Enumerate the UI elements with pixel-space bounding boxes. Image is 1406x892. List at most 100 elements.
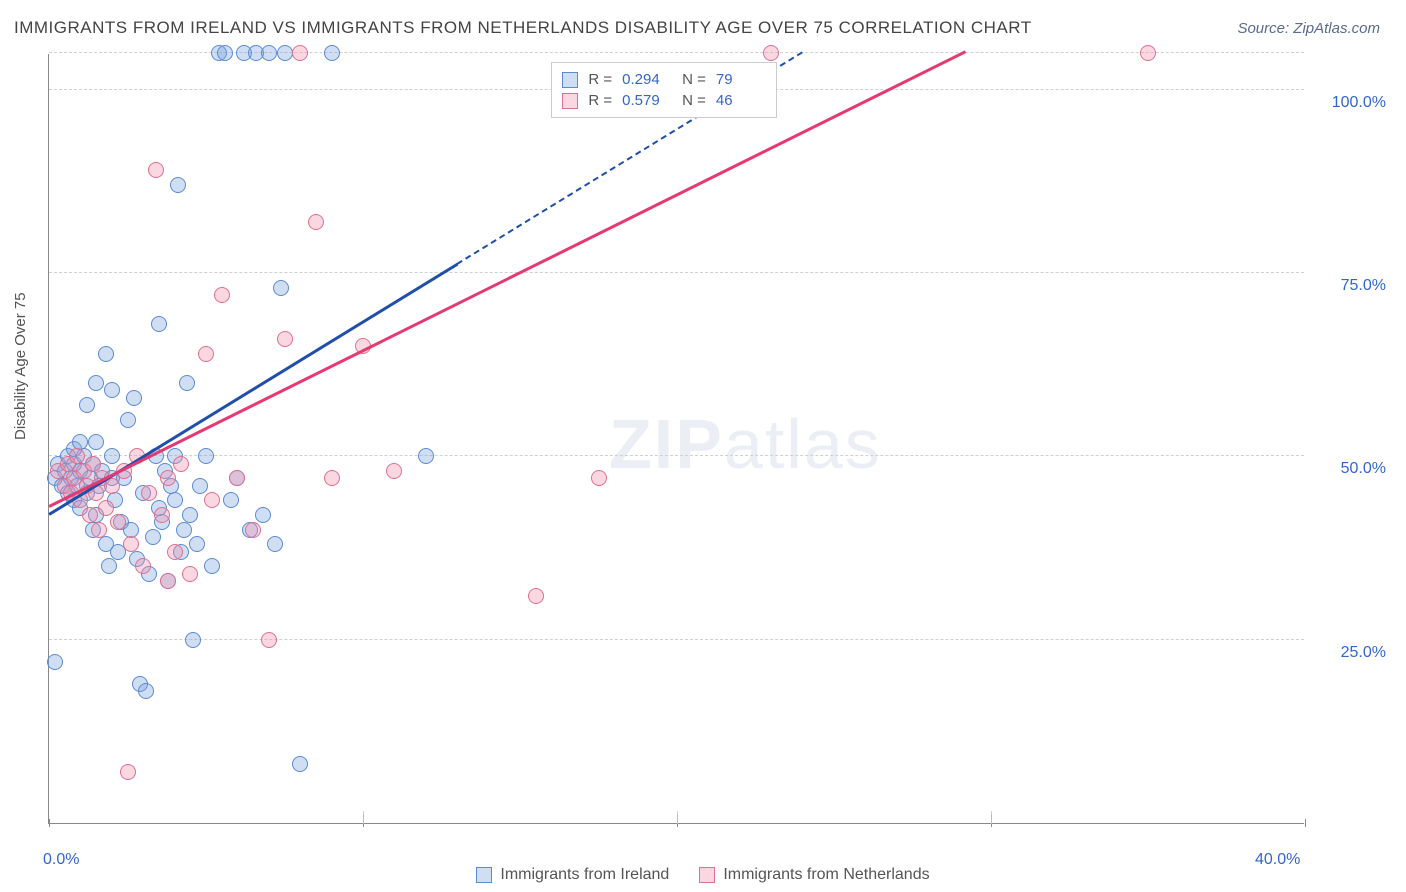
scatter-plot: ZIPatlas 25.0%50.0%75.0%100.0%0.0%40.0%R… [48,54,1304,824]
source-label: Source: ZipAtlas.com [1237,20,1380,37]
data-point [148,162,164,178]
data-point [214,287,230,303]
legend-item: Immigrants from Netherlands [699,866,929,884]
data-point [324,45,340,61]
data-point [91,522,107,538]
data-point [176,522,192,538]
data-point [261,45,277,61]
data-point [277,45,293,61]
data-point [204,558,220,574]
data-point [170,177,186,193]
data-point [101,558,117,574]
data-point [198,346,214,362]
data-point [135,558,151,574]
watermark: ZIPatlas [609,404,882,484]
legend-bottom: Immigrants from Ireland Immigrants from N… [0,866,1406,884]
correlation-legend: R = 0.294 N = 79 R = 0.579 N = 46 [551,62,777,118]
data-point [763,45,779,61]
data-point [69,448,85,464]
data-point [192,478,208,494]
data-point [141,485,157,501]
data-point [72,434,88,450]
data-point [167,544,183,560]
data-point [528,588,544,604]
legend-swatch [562,93,578,109]
r-label: R = [588,71,612,88]
legend-swatch [699,867,715,883]
r-value: 0.579 [622,92,672,109]
data-point [386,463,402,479]
x-tick-mark [363,814,364,824]
n-label: N = [682,71,706,88]
x-tick [49,819,50,827]
n-value: 46 [716,92,766,109]
data-point [277,331,293,347]
data-point [85,456,101,472]
x-tick-mark [991,814,992,824]
data-point [151,316,167,332]
data-point [185,632,201,648]
data-point [223,492,239,508]
legend-swatch [476,867,492,883]
data-point [245,522,261,538]
legend-row: R = 0.294 N = 79 [562,69,766,90]
x-tick-mark [677,814,678,824]
r-label: R = [588,92,612,109]
data-point [126,390,142,406]
data-point [273,280,289,296]
data-point [160,470,176,486]
r-value: 0.294 [622,71,672,88]
y-tick-label: 50.0% [1341,460,1386,478]
data-point [167,492,183,508]
data-point [123,536,139,552]
data-point [292,45,308,61]
y-axis-label: Disability Age Over 75 [12,292,29,440]
n-label: N = [682,92,706,109]
x-tick [1305,819,1306,827]
chart-title: IMMIGRANTS FROM IRELAND VS IMMIGRANTS FR… [14,18,1032,38]
data-point [88,434,104,450]
data-point [173,456,189,472]
data-point [88,375,104,391]
legend-label: Immigrants from Ireland [500,866,669,884]
data-point [110,514,126,530]
data-point [261,632,277,648]
data-point [292,756,308,772]
data-point [182,566,198,582]
legend-swatch [562,72,578,88]
data-point [47,654,63,670]
data-point [591,470,607,486]
data-point [120,412,136,428]
data-point [79,397,95,413]
data-point [1140,45,1156,61]
data-point [120,764,136,780]
data-point [217,45,233,61]
legend-item: Immigrants from Ireland [476,866,669,884]
data-point [154,507,170,523]
y-tick-label: 75.0% [1341,277,1386,295]
data-point [198,448,214,464]
legend-label: Immigrants from Netherlands [723,866,929,884]
data-point [104,448,120,464]
data-point [204,492,220,508]
data-point [82,507,98,523]
data-point [182,507,198,523]
data-point [179,375,195,391]
data-point [324,470,340,486]
gridline-h [49,639,1304,640]
gridline-h [49,272,1304,273]
gridline-h [49,455,1304,456]
data-point [418,448,434,464]
data-point [98,500,114,516]
data-point [98,346,114,362]
data-point [104,382,120,398]
y-tick-label: 100.0% [1332,94,1386,112]
data-point [229,470,245,486]
data-point [267,536,283,552]
data-point [308,214,324,230]
data-point [138,683,154,699]
data-point [145,529,161,545]
trend-line [48,51,965,508]
n-value: 79 [716,71,766,88]
data-point [255,507,271,523]
